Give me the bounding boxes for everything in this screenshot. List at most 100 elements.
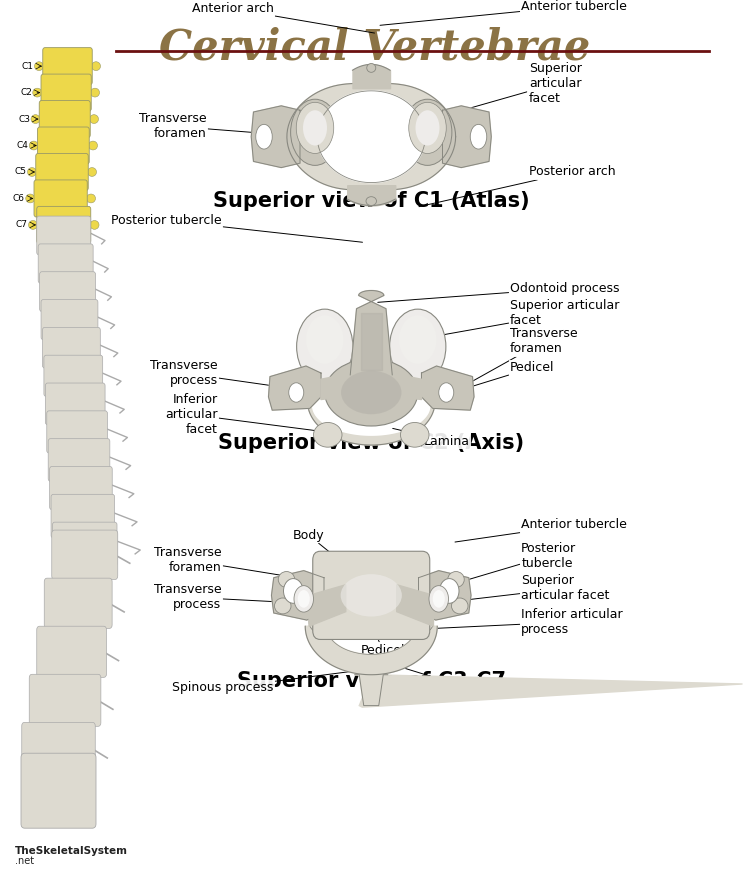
FancyBboxPatch shape — [51, 494, 115, 538]
Text: .net: .net — [15, 856, 34, 866]
Text: Odontoid process: Odontoid process — [378, 282, 620, 303]
FancyBboxPatch shape — [45, 383, 105, 425]
FancyBboxPatch shape — [46, 334, 92, 340]
FancyBboxPatch shape — [38, 244, 93, 283]
Ellipse shape — [289, 383, 304, 402]
Ellipse shape — [274, 598, 291, 614]
Polygon shape — [305, 626, 437, 675]
Ellipse shape — [90, 220, 99, 229]
FancyBboxPatch shape — [37, 719, 94, 726]
FancyBboxPatch shape — [46, 106, 86, 114]
Ellipse shape — [284, 579, 303, 603]
Ellipse shape — [470, 124, 487, 149]
FancyBboxPatch shape — [38, 127, 89, 164]
FancyBboxPatch shape — [43, 327, 100, 368]
Text: Posterior
tubercle: Posterior tubercle — [463, 542, 576, 581]
Ellipse shape — [411, 610, 434, 633]
FancyBboxPatch shape — [53, 448, 102, 454]
Text: C4: C4 — [16, 141, 28, 150]
Ellipse shape — [88, 141, 98, 150]
Text: C5: C5 — [15, 168, 27, 176]
Polygon shape — [442, 106, 491, 168]
Text: Pedicel: Pedicel — [360, 616, 405, 656]
Text: Superior articular
facet: Superior articular facet — [419, 299, 620, 339]
Text: Body: Body — [293, 529, 350, 569]
Ellipse shape — [306, 316, 344, 364]
Ellipse shape — [367, 64, 376, 72]
FancyBboxPatch shape — [44, 355, 103, 396]
FancyBboxPatch shape — [53, 522, 117, 566]
FancyBboxPatch shape — [43, 159, 84, 167]
FancyBboxPatch shape — [44, 670, 100, 677]
Polygon shape — [419, 571, 471, 620]
Ellipse shape — [314, 422, 342, 447]
Polygon shape — [422, 366, 474, 410]
Ellipse shape — [31, 115, 40, 123]
FancyBboxPatch shape — [50, 467, 112, 510]
Text: Spinous process: Spinous process — [172, 670, 357, 694]
FancyBboxPatch shape — [37, 626, 106, 677]
Text: C6: C6 — [13, 194, 25, 203]
Polygon shape — [321, 375, 344, 400]
Ellipse shape — [88, 168, 97, 176]
FancyBboxPatch shape — [56, 505, 106, 511]
Ellipse shape — [86, 194, 95, 203]
FancyBboxPatch shape — [51, 621, 105, 628]
Text: Transverse
process: Transverse process — [154, 583, 286, 611]
Ellipse shape — [439, 383, 454, 402]
FancyBboxPatch shape — [50, 391, 97, 397]
Ellipse shape — [400, 422, 429, 447]
Polygon shape — [317, 91, 425, 183]
Ellipse shape — [341, 370, 401, 415]
FancyBboxPatch shape — [43, 48, 92, 85]
FancyBboxPatch shape — [39, 212, 82, 220]
Text: Superior view of C3-C7: Superior view of C3-C7 — [237, 671, 506, 691]
Ellipse shape — [256, 124, 272, 149]
Ellipse shape — [440, 579, 459, 603]
Text: TheSkeletalSystem: TheSkeletalSystem — [15, 846, 128, 856]
FancyBboxPatch shape — [313, 551, 430, 639]
FancyBboxPatch shape — [42, 250, 86, 256]
Ellipse shape — [340, 574, 402, 617]
Ellipse shape — [34, 62, 44, 71]
FancyBboxPatch shape — [48, 79, 87, 87]
Text: Pedicel: Pedicel — [427, 362, 554, 400]
Ellipse shape — [91, 88, 100, 97]
Text: Superior view of C2 (Axis): Superior view of C2 (Axis) — [218, 433, 524, 452]
Ellipse shape — [89, 115, 98, 123]
Ellipse shape — [296, 102, 334, 153]
Ellipse shape — [399, 316, 436, 364]
Polygon shape — [355, 675, 388, 706]
Ellipse shape — [429, 586, 448, 612]
Ellipse shape — [366, 197, 376, 206]
FancyBboxPatch shape — [45, 306, 90, 312]
Polygon shape — [397, 585, 433, 626]
Text: Transverse
foramen: Transverse foramen — [139, 112, 282, 140]
Text: Posterior arch: Posterior arch — [419, 166, 615, 206]
Ellipse shape — [390, 309, 445, 385]
Text: Posterior tubercle: Posterior tubercle — [111, 214, 362, 243]
Text: Anterior tubercle: Anterior tubercle — [380, 0, 627, 26]
FancyBboxPatch shape — [54, 476, 104, 482]
Text: Transverse
process: Transverse process — [150, 359, 286, 388]
FancyBboxPatch shape — [36, 153, 88, 191]
Text: C7: C7 — [16, 220, 28, 229]
Text: C2: C2 — [20, 88, 32, 97]
Ellipse shape — [298, 590, 310, 608]
FancyBboxPatch shape — [37, 206, 91, 243]
Ellipse shape — [303, 110, 327, 146]
Text: Superior view of C1 (Atlas): Superior view of C1 (Atlas) — [213, 191, 530, 211]
Ellipse shape — [291, 100, 339, 166]
Ellipse shape — [28, 220, 38, 229]
Polygon shape — [251, 106, 300, 168]
Ellipse shape — [403, 100, 451, 166]
Polygon shape — [272, 571, 324, 620]
Polygon shape — [309, 585, 346, 626]
Ellipse shape — [29, 141, 38, 150]
FancyBboxPatch shape — [44, 132, 86, 140]
Text: Superior
articular
facet: Superior articular facet — [428, 63, 582, 120]
FancyBboxPatch shape — [29, 674, 100, 726]
Text: Lamina: Lamina — [406, 669, 477, 690]
FancyBboxPatch shape — [37, 216, 91, 255]
FancyBboxPatch shape — [44, 579, 112, 628]
